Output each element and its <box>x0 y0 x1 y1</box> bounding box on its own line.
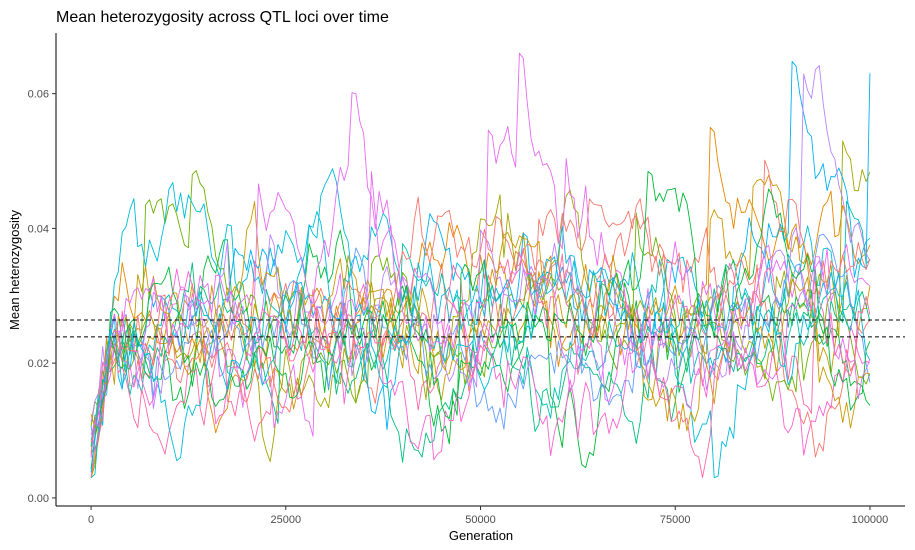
series-line <box>90 233 871 453</box>
x-tick-label: 25000 <box>270 514 301 526</box>
series-line <box>90 92 871 436</box>
reference-lines <box>56 319 905 338</box>
series-layer <box>90 52 871 479</box>
series-line <box>90 259 871 463</box>
plot-area <box>56 52 905 479</box>
series-line <box>90 201 871 432</box>
series-line <box>90 171 871 469</box>
y-axis-title: Mean heterozygosity <box>7 210 22 330</box>
y-tick-label: 0.02 <box>28 358 49 370</box>
x-tick-label: 100000 <box>852 514 889 526</box>
y-tick-label: 0.00 <box>28 493 49 505</box>
series-line <box>90 126 871 478</box>
x-axis-title: Generation <box>449 528 513 543</box>
series-line <box>90 52 871 473</box>
x-tick-label: 75000 <box>660 514 691 526</box>
y-tick-label: 0.04 <box>28 223 49 235</box>
series-line <box>90 174 871 453</box>
x-axis-ticks: 0 25000 50000 75000 100000 <box>88 506 888 526</box>
series-line <box>90 65 871 422</box>
series-line <box>90 168 871 473</box>
series-line <box>90 140 871 478</box>
x-tick-label: 0 <box>88 514 94 526</box>
series-line <box>90 60 871 470</box>
x-tick-label: 50000 <box>465 514 496 526</box>
y-tick-label: 0.06 <box>28 89 49 101</box>
series-line <box>90 159 871 443</box>
chart-title: Mean heterozygosity across QTL loci over… <box>56 9 389 26</box>
y-axis-ticks: 0.00 0.02 0.04 0.06 <box>28 89 56 505</box>
series-line <box>90 229 871 469</box>
series-line <box>90 268 871 461</box>
